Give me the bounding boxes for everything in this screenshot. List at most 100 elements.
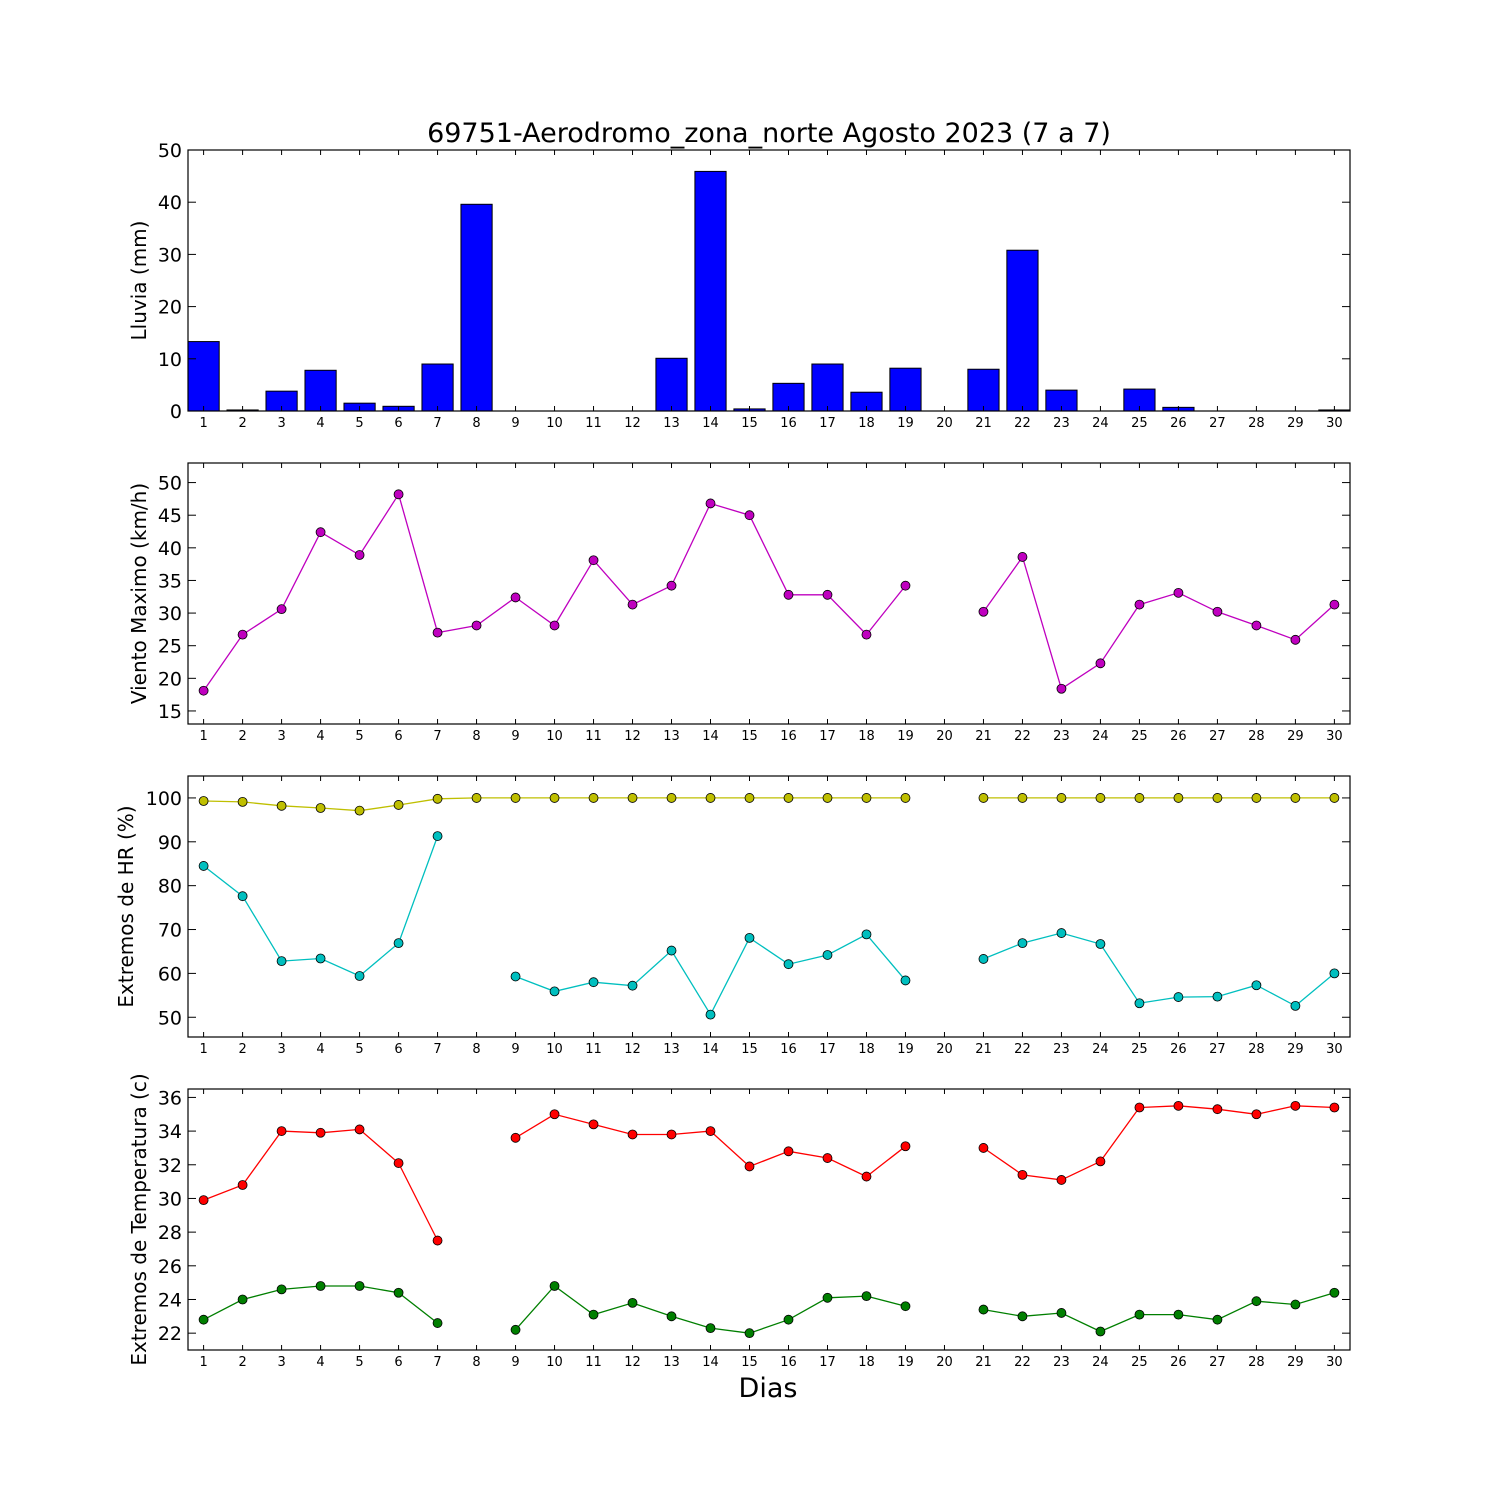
point-day-11: [588, 793, 599, 803]
point-day-15: [744, 793, 755, 803]
series-wind-1: [198, 489, 1340, 696]
x-tick-label: 29: [1287, 416, 1304, 431]
point-day-15: [744, 1328, 755, 1339]
point-day-23: [1056, 683, 1067, 694]
point-day-25: [1134, 599, 1145, 610]
x-tick-label: 14: [702, 416, 719, 431]
x-tick-label: 27: [1209, 416, 1226, 431]
y-tick-label: 45: [158, 505, 182, 527]
x-tick-label: 25: [1131, 729, 1148, 744]
axes-frame: [187, 775, 1351, 1038]
y-tick-label: 0: [170, 401, 182, 423]
panel-temperature: 1 2 3 4 5 6 7 8 9 10 11 12 13 14 15 16 17 18 19 20 21 22 23 24 2…: [127, 1073, 1351, 1370]
x-tick-label: 16: [780, 729, 797, 744]
point-day-18: [861, 1291, 872, 1302]
x-tick-label: 12: [624, 1042, 641, 1057]
x-tick-label: 6: [394, 1355, 402, 1370]
x-tick-label: 9: [511, 1042, 519, 1057]
axes-frame: [187, 1088, 1351, 1351]
x-tick-label: 8: [472, 729, 480, 744]
point-day-27: [1212, 1104, 1223, 1115]
point-day-11: [588, 1119, 599, 1130]
axes-frame: [187, 462, 1351, 725]
point-day-14: [705, 1126, 716, 1136]
point-day-28: [1251, 1296, 1262, 1307]
point-day-21: [978, 793, 989, 803]
point-day-25: [1134, 1309, 1145, 1320]
point-day-7: [432, 1235, 443, 1246]
point-day-4: [315, 1281, 326, 1291]
x-tick-label: 8: [472, 416, 480, 431]
y-tick-label: 40: [158, 538, 182, 560]
point-day-27: [1212, 793, 1223, 803]
point-day-21: [978, 606, 989, 617]
point-day-11: [588, 977, 599, 988]
x-tick-label: 30: [1326, 1042, 1343, 1057]
point-day-13: [666, 1311, 677, 1322]
y-tick-label: 50: [158, 1007, 182, 1029]
x-tick-label: 7: [433, 729, 441, 744]
x-tick-label: 20: [936, 729, 953, 744]
point-day-14: [705, 1323, 716, 1334]
x-tick-label: 19: [897, 1042, 914, 1057]
y-axis-label: Lluvia (mm): [127, 221, 151, 341]
y-axis-label: Viento Maximo (km/h): [127, 483, 151, 704]
point-day-15: [744, 510, 755, 521]
point-day-6: [393, 800, 404, 810]
point-day-30: [1329, 968, 1340, 979]
point-day-1: [198, 1195, 209, 1206]
x-tick-label: 17: [819, 416, 836, 431]
point-day-9: [510, 592, 521, 603]
point-day-28: [1251, 1109, 1262, 1120]
point-day-18: [861, 929, 872, 940]
x-tick-label: 29: [1287, 1355, 1304, 1370]
point-day-19: [900, 580, 911, 591]
x-tick-label: 15: [741, 1355, 758, 1370]
point-day-5: [354, 550, 365, 560]
bar-day-19: [889, 367, 922, 412]
panel-rain: 1 2 3 4 5 6 7 8 9 10 11 12 13 14 15 16 17 18 19 20 21 22 23 24 2…: [127, 140, 1351, 431]
x-tick-label: 8: [472, 1355, 480, 1370]
y-tick-label: 28: [158, 1222, 182, 1244]
point-day-19: [900, 1301, 911, 1312]
point-day-4: [315, 1127, 326, 1138]
point-day-29: [1290, 1000, 1301, 1011]
point-day-18: [861, 629, 872, 640]
x-tick-label: 11: [585, 1042, 602, 1057]
x-tick-label: 21: [975, 729, 992, 744]
x-tick-label: 8: [472, 1042, 480, 1057]
point-day-28: [1251, 793, 1262, 803]
x-tick-label: 1: [199, 1355, 207, 1370]
x-tick-label: 17: [819, 1355, 836, 1370]
point-day-6: [393, 489, 404, 500]
point-day-13: [666, 793, 677, 803]
x-tick-label: 6: [394, 1042, 402, 1057]
x-tick-label: 24: [1092, 1042, 1109, 1057]
point-day-8: [471, 620, 482, 631]
point-day-28: [1251, 980, 1262, 991]
point-day-5: [354, 1281, 365, 1291]
x-tick-label: 26: [1170, 1042, 1187, 1057]
point-day-5: [354, 1124, 365, 1135]
series-temperature-1: [198, 1100, 1340, 1246]
x-tick-label: 17: [819, 729, 836, 744]
point-day-10: [549, 620, 560, 631]
point-day-27: [1212, 991, 1223, 1002]
x-tick-label: 20: [936, 416, 953, 431]
x-tick-label: 22: [1014, 1355, 1031, 1370]
point-day-24: [1095, 939, 1106, 949]
x-tick-label: 5: [355, 729, 363, 744]
x-tick-label: 14: [702, 1355, 719, 1370]
point-day-26: [1173, 992, 1184, 1002]
point-day-7: [432, 627, 443, 638]
y-tick-label: 20: [158, 297, 182, 319]
x-tick-label: 4: [316, 729, 324, 744]
series-line: [203, 1105, 1335, 1241]
point-day-11: [588, 555, 599, 566]
x-tick-label: 9: [511, 1355, 519, 1370]
x-tick-label: 10: [546, 729, 563, 744]
x-tick-label: 25: [1131, 1042, 1148, 1057]
point-day-30: [1329, 793, 1340, 803]
point-day-13: [666, 945, 677, 956]
y-tick-label: 100: [146, 788, 182, 810]
